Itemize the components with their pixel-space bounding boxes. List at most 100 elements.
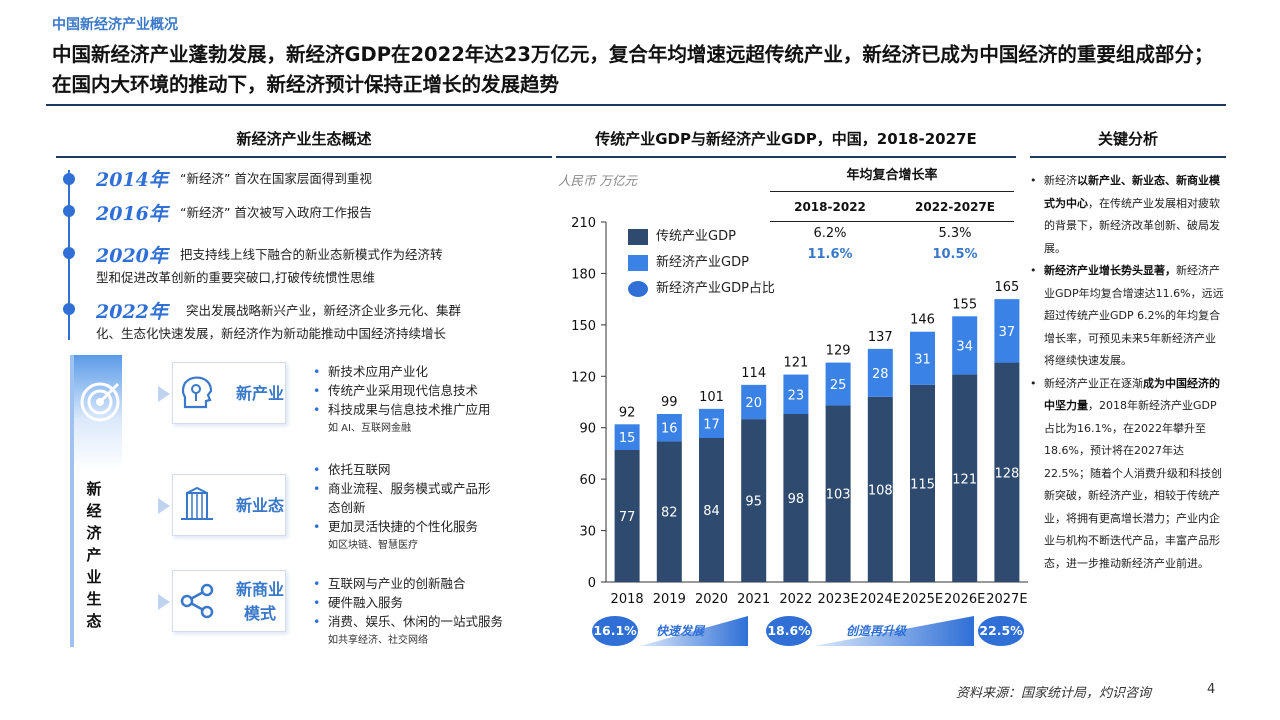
eco-label-new-format: 新业态 <box>235 496 284 515</box>
bar-new-economy <box>741 384 767 420</box>
chart-unit: 人民币 万亿元 <box>558 173 637 188</box>
timeline-year: 2020年 <box>96 245 168 267</box>
bar-traditional <box>910 384 935 582</box>
y-tick-label: 60 <box>579 473 596 488</box>
list-note: 如共享经济、社交网络 <box>328 635 428 646</box>
x-tick-label: 2024E <box>860 592 901 607</box>
eco-card: 新业态 <box>172 474 286 536</box>
analysis-point: 新经济以新产业、新业态、新商业模式为中心，在传统产业发展相对疲软的背景下，新经济… <box>1030 170 1226 260</box>
bar-traditional <box>656 441 682 582</box>
timeline-dot <box>63 303 75 315</box>
data-label-traditional: 98 <box>788 492 805 507</box>
timeline-dot <box>63 173 75 185</box>
share-pill: 18.6% <box>766 616 812 646</box>
x-tick-label: 2021 <box>737 592 770 607</box>
x-tick-label: 2023E <box>817 592 858 607</box>
timeline-text: 把支持线上线下融合的新业态新模式作为经济转 <box>180 247 443 262</box>
eco-label-line: 模式 <box>243 604 276 623</box>
x-tick-label: 2026E <box>944 592 985 607</box>
eco-row-new-business-model: 新商业 模式 <box>158 570 288 634</box>
data-label-total: 146 <box>910 313 935 328</box>
x-tick-label: 2018 <box>611 592 644 607</box>
analysis-bold: 以新产业、新业态、新商业模式为中心 <box>1044 174 1220 210</box>
bar-traditional <box>741 419 767 582</box>
data-label-total: 121 <box>783 356 808 371</box>
list-item: 新技术应用产业化 <box>310 362 555 381</box>
timeline-dot <box>63 247 75 259</box>
legend-label: 传统产业GDP <box>656 229 736 244</box>
data-label-total: 155 <box>952 297 977 312</box>
data-label-traditional: 115 <box>910 477 935 492</box>
bar-traditional <box>994 362 1020 582</box>
list-note: 如区块链、智慧医疗 <box>328 540 418 551</box>
analysis-point: 新经济产业正在逐渐成为中国经济的中坚力量，2018年新经济产业GDP占比为16.… <box>1030 373 1226 576</box>
phase-arrow <box>640 616 748 646</box>
phase-label: 快速发展 <box>656 624 705 638</box>
y-tick-label: 180 <box>571 267 596 282</box>
eco-label-line: 新商业 <box>235 580 284 599</box>
data-label-total: 129 <box>826 344 851 359</box>
data-label-new-economy: 17 <box>703 417 720 432</box>
page-number: 4 <box>1207 682 1216 697</box>
bar-traditional <box>825 405 851 582</box>
timeline-text: “新经济” 首次在国家层面得到重视 <box>180 171 372 186</box>
data-label-total: 99 <box>661 395 678 410</box>
eco-label-new-business-model: 新商业 模式 <box>231 571 289 633</box>
list-item: 互联网与产业的创新融合 <box>310 574 555 593</box>
list-item-cont: 态创新 <box>328 500 366 515</box>
share-pill: 16.1% <box>592 616 638 646</box>
timeline-text: 化、生态化快速发展，新经济作为新动能推动中国经济持续增长 <box>96 326 447 341</box>
legend-label: 新经济产业GDP <box>656 255 749 270</box>
data-label-new-economy: 37 <box>999 325 1016 340</box>
eco-label-new-industry: 新产业 <box>235 384 284 403</box>
x-tick-label: 2019 <box>653 592 686 607</box>
share-pill: 22.5% <box>978 616 1024 646</box>
y-tick-label: 210 <box>571 216 596 231</box>
legend-item: 新经济产业GDP <box>628 252 775 278</box>
legend-label: 新经济产业GDP占比 <box>656 281 775 296</box>
y-tick-label: 0 <box>588 576 596 591</box>
chart-heading: 传统产业GDP与新经济产业GDP，中国，2018-2027E <box>556 122 1016 158</box>
list-item: 商业流程、服务模式或产品形 <box>310 479 555 498</box>
title-divider <box>46 104 1226 106</box>
analysis-text: ，在传统产业发展相对疲软的背景下，新经济改革创新、破局发展。 <box>1044 196 1220 255</box>
legend-swatch <box>628 255 648 271</box>
bar-new-economy <box>614 424 640 450</box>
data-label-total: 137 <box>868 330 893 345</box>
y-tick-label: 120 <box>571 370 596 385</box>
eco-card: 新商业 模式 <box>172 570 286 632</box>
timeline-text: 型和促进改革创新的重要突破口,打破传统惯性思维 <box>96 270 375 285</box>
cagr-new-economy: 10.5% <box>932 247 978 262</box>
bar-new-economy <box>910 331 935 385</box>
data-label-new-economy: 23 <box>788 388 805 403</box>
data-label-new-economy: 25 <box>830 378 847 393</box>
data-label-total: 114 <box>741 366 766 381</box>
legend-swatch <box>628 281 648 297</box>
data-label-total: 165 <box>994 280 1019 295</box>
analysis-heading: 关键分析 <box>1030 122 1226 158</box>
analysis-point: 新经济产业增长势头显著，新经济产业GDP年均复合增速达11.6%，远远超过传统产… <box>1030 260 1226 373</box>
data-label-traditional: 84 <box>703 504 720 519</box>
bar-traditional <box>867 396 893 582</box>
building-icon <box>181 486 213 520</box>
bar-traditional <box>952 374 978 582</box>
left-section-heading: 新经济产业生态概述 <box>56 122 552 158</box>
list-item: 传统产业采用现代信息技术 <box>310 381 555 400</box>
bar-new-economy <box>825 362 851 406</box>
page-title: 中国新经济产业蓬勃发展，新经济GDP在2022年达23万亿元，复合年均增速远超传… <box>52 43 1214 96</box>
list-item: 消费、娱乐、休闲的一站式服务 <box>310 612 555 631</box>
analysis-text: 新经济产业正在逐渐 <box>1044 376 1143 390</box>
arrow-icon <box>158 386 170 402</box>
bar-new-economy <box>656 414 682 442</box>
data-label-new-economy: 34 <box>956 339 973 354</box>
data-label-total: 92 <box>619 405 636 420</box>
source-note: 资料来源：国家统计局，灼识咨询 <box>956 686 1152 701</box>
bar-new-economy <box>699 408 724 438</box>
bar-traditional <box>783 414 809 582</box>
timeline-year: 2022年 <box>96 301 168 323</box>
bar-traditional <box>614 450 640 582</box>
timeline-text: 突出发展战略新兴产业，新经济企业多元化、集群 <box>186 303 462 318</box>
y-tick-label: 150 <box>571 319 596 334</box>
data-label-traditional: 108 <box>868 483 893 498</box>
timeline-year: 2014年 <box>96 169 168 191</box>
